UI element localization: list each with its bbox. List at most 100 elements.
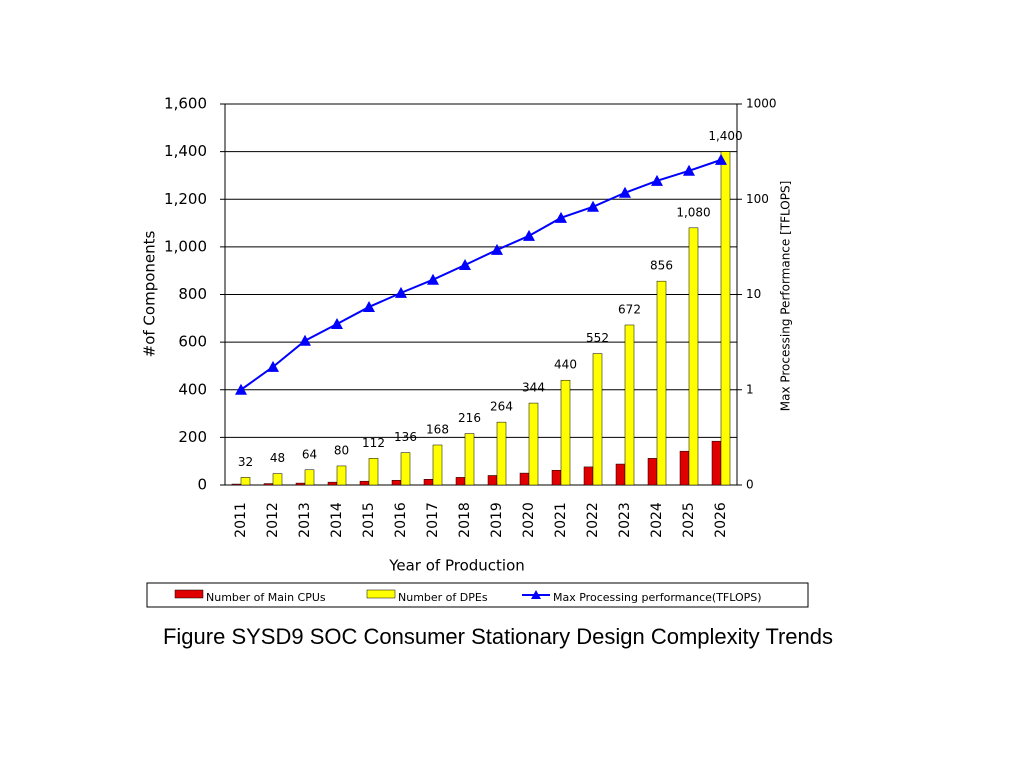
bar: [263, 483, 274, 486]
marker: [235, 383, 247, 395]
y2-tick-label: 1: [746, 382, 754, 396]
bar: [464, 433, 475, 486]
data-label: 552: [586, 331, 609, 345]
bar: [304, 469, 315, 486]
data-label: 168: [426, 422, 449, 436]
data-label: 64: [302, 447, 317, 461]
data-label: 440: [554, 358, 577, 372]
y2-tick-label: 100: [746, 192, 769, 206]
marker: [395, 286, 407, 298]
bar: [592, 353, 603, 486]
bar: [391, 479, 402, 486]
legend-box: [146, 582, 809, 608]
bar: [432, 444, 443, 486]
bar: [720, 151, 731, 486]
bar: [560, 379, 571, 486]
bar: [455, 477, 466, 486]
data-label: 48: [270, 451, 285, 465]
marker: [363, 300, 375, 312]
y-tick-label: 1,200: [164, 190, 207, 208]
marker: [715, 153, 727, 165]
bar: [231, 483, 242, 486]
x-tick-label: 2013: [297, 502, 313, 538]
x-tick-label: 2011: [233, 502, 249, 538]
bar: [519, 472, 530, 486]
y-tick-label: 200: [178, 428, 207, 446]
data-label: 856: [650, 259, 673, 273]
x-tick-label: 2020: [521, 502, 537, 538]
bar: [336, 465, 347, 486]
data-label: 80: [334, 443, 349, 457]
y-tick-label: 600: [178, 333, 207, 351]
y2-tick-label: 1000: [746, 97, 777, 111]
legend-label: Number of Main CPUs: [206, 591, 326, 604]
y2-axis-title: Max Processing Performance [TFLOPS]: [779, 181, 793, 412]
bar: [647, 458, 658, 486]
bar: [711, 440, 722, 486]
bar: [359, 480, 370, 486]
bar: [423, 479, 434, 486]
data-label: 112: [362, 436, 385, 450]
y2-tick-label: 10: [746, 287, 761, 301]
y-tick-label: 1,400: [164, 142, 207, 160]
y-tick-label: 800: [178, 285, 207, 303]
data-label: 264: [490, 400, 513, 414]
marker: [491, 243, 503, 255]
data-label: 216: [458, 411, 481, 425]
x-tick-label: 2012: [265, 502, 281, 538]
bar: [528, 402, 539, 486]
bar: [400, 452, 411, 486]
legend-swatch: [174, 589, 204, 599]
x-tick-label: 2016: [393, 502, 409, 538]
marker: [267, 360, 279, 372]
x-tick-label: 2022: [585, 502, 601, 538]
bar: [368, 458, 379, 486]
x-tick-label: 2023: [617, 502, 633, 538]
marker: [651, 174, 663, 186]
bar: [679, 450, 690, 486]
bar: [688, 227, 699, 486]
data-label: 672: [618, 302, 641, 316]
x-tick-label: 2015: [361, 502, 377, 538]
legend-label: Number of DPEs: [398, 591, 488, 604]
marker: [299, 334, 311, 346]
marker: [619, 186, 631, 198]
x-tick-label: 2026: [713, 502, 729, 538]
marker: [459, 259, 471, 271]
bar: [496, 421, 507, 486]
bar: [295, 482, 306, 486]
bar: [656, 280, 667, 486]
x-tick-label: 2025: [681, 502, 697, 538]
bar: [487, 475, 498, 486]
marker: [331, 318, 343, 330]
marker: [587, 200, 599, 212]
bar: [583, 466, 594, 486]
y-axis-title: #of Components: [141, 230, 159, 357]
y-tick-label: 0: [197, 476, 207, 494]
legend-marker: [531, 590, 541, 599]
line: [240, 158, 722, 391]
bar: [327, 481, 338, 486]
data-label: 1,400: [708, 129, 742, 143]
legend-swatch: [366, 589, 396, 599]
marker: [427, 273, 439, 285]
bar: [615, 463, 626, 486]
legend-label: Max Processing performance(TFLOPS): [553, 591, 762, 604]
bar: [272, 473, 283, 486]
x-tick-label: 2017: [425, 502, 441, 538]
bar: [624, 324, 635, 486]
y-tick-label: 1,600: [164, 95, 207, 113]
x-tick-label: 2019: [489, 502, 505, 538]
x-tick-label: 2021: [553, 502, 569, 538]
data-label: 344: [522, 381, 545, 395]
y2-tick-label: 0: [746, 478, 754, 492]
y-tick-label: 1,000: [164, 237, 207, 255]
marker: [523, 229, 535, 241]
data-label: 136: [394, 430, 417, 444]
x-tick-label: 2024: [649, 502, 665, 538]
bar: [551, 469, 562, 486]
marker: [683, 164, 695, 176]
x-tick-label: 2014: [329, 502, 345, 538]
marker: [555, 211, 567, 223]
